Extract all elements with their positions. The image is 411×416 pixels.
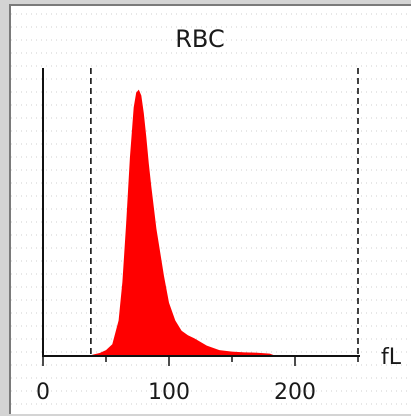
x-tick-label-0: 0: [36, 380, 50, 405]
chart-title: RBC: [175, 25, 224, 53]
histogram-fill-series-0: [88, 89, 277, 356]
x-tick-label-100: 100: [148, 380, 190, 405]
x-tick-label-200: 200: [274, 380, 316, 405]
plot-area: 0 100 200: [36, 68, 360, 405]
histogram-panel: [9, 4, 411, 414]
dotted-grid-background: [11, 13, 411, 405]
unit-label: fL: [381, 345, 402, 370]
